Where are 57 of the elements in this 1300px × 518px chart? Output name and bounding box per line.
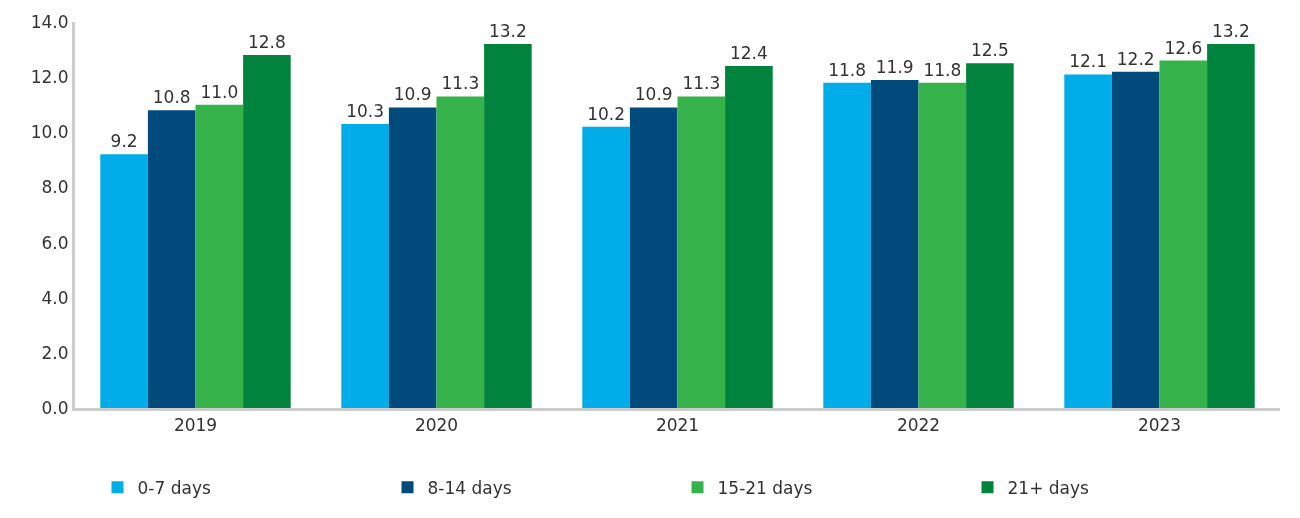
x-tick-label: 2021	[655, 415, 700, 436]
data-label: 11.9	[875, 56, 914, 77]
data-label: 12.1	[1069, 51, 1108, 72]
data-label: 12.4	[729, 43, 768, 64]
bar	[484, 44, 532, 408]
x-tick-label: 2020	[414, 415, 459, 436]
bar	[629, 107, 678, 408]
legend-label: 15-21 days	[717, 477, 813, 498]
data-label: 12.5	[970, 40, 1009, 61]
data-label: 12.8	[247, 32, 286, 53]
bar	[966, 63, 1014, 408]
bar	[341, 124, 389, 408]
bar	[100, 154, 148, 408]
bar	[725, 66, 773, 408]
data-label: 11.8	[828, 59, 867, 80]
bar	[1111, 71, 1160, 408]
y-tick-label: 14.0	[30, 11, 69, 32]
legend-label: 8-14 days	[427, 477, 512, 498]
y-tick-label: 2.0	[41, 342, 69, 363]
bar	[195, 104, 244, 408]
x-tick-label: 2023	[1137, 415, 1182, 436]
legend-label: 21+ days	[1007, 477, 1090, 498]
y-tick-label: 0.0	[41, 397, 69, 418]
bar	[1159, 60, 1208, 408]
data-label: 10.9	[634, 84, 673, 105]
bar	[243, 55, 291, 408]
bar	[918, 82, 967, 408]
bar	[823, 82, 871, 408]
y-tick-label: 4.0	[41, 287, 69, 308]
bar	[677, 96, 726, 408]
y-tick-label: 10.0	[30, 122, 69, 143]
data-label: 10.2	[587, 103, 626, 124]
bar	[582, 126, 630, 408]
data-label: 10.9	[393, 84, 432, 105]
data-label: 10.8	[152, 87, 191, 108]
data-label: 10.3	[346, 101, 385, 122]
bar	[147, 110, 196, 408]
data-label: 11.8	[923, 59, 962, 80]
data-label: 12.6	[1164, 37, 1203, 58]
data-label: 11.0	[200, 81, 239, 102]
bar	[1064, 74, 1112, 408]
data-label: 13.2	[488, 21, 527, 42]
y-tick-label: 12.0	[30, 67, 69, 88]
y-tick-label: 8.0	[41, 177, 69, 198]
legend-label: 0-7 days	[137, 477, 211, 498]
bar	[870, 79, 919, 408]
data-label: 12.2	[1116, 48, 1155, 69]
data-label: 11.3	[441, 73, 480, 94]
bar	[388, 107, 437, 408]
x-tick-label: 2019	[173, 415, 218, 436]
data-label: 9.2	[110, 131, 138, 152]
x-tick-label: 2022	[896, 415, 941, 436]
bar	[436, 96, 485, 408]
data-label: 11.3	[682, 73, 721, 94]
bar	[1207, 44, 1255, 408]
y-tick-label: 6.0	[41, 232, 69, 253]
data-label: 13.2	[1211, 21, 1250, 42]
